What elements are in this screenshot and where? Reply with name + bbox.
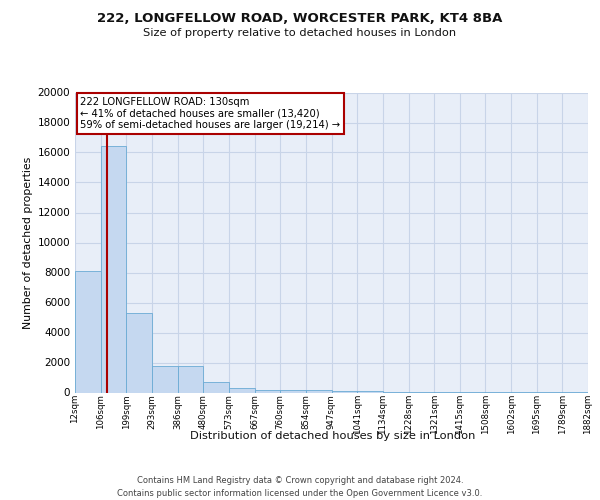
Bar [306, 390, 331, 392]
Bar [127, 313, 152, 392]
Bar [101, 146, 127, 392]
Bar [254, 390, 280, 392]
Bar [75, 271, 101, 392]
Text: Size of property relative to detached houses in London: Size of property relative to detached ho… [143, 28, 457, 38]
Text: Distribution of detached houses by size in London: Distribution of detached houses by size … [190, 431, 476, 441]
Bar [178, 366, 203, 392]
Bar [203, 382, 229, 392]
Text: 222 LONGFELLOW ROAD: 130sqm
← 41% of detached houses are smaller (13,420)
59% of: 222 LONGFELLOW ROAD: 130sqm ← 41% of det… [80, 97, 340, 130]
Text: Contains HM Land Registry data © Crown copyright and database right 2024.
Contai: Contains HM Land Registry data © Crown c… [118, 476, 482, 498]
Bar [331, 391, 357, 392]
Bar [280, 390, 306, 392]
Text: 222, LONGFELLOW ROAD, WORCESTER PARK, KT4 8BA: 222, LONGFELLOW ROAD, WORCESTER PARK, KT… [97, 12, 503, 26]
Y-axis label: Number of detached properties: Number of detached properties [23, 156, 33, 328]
Bar [152, 366, 178, 392]
Bar [229, 388, 254, 392]
